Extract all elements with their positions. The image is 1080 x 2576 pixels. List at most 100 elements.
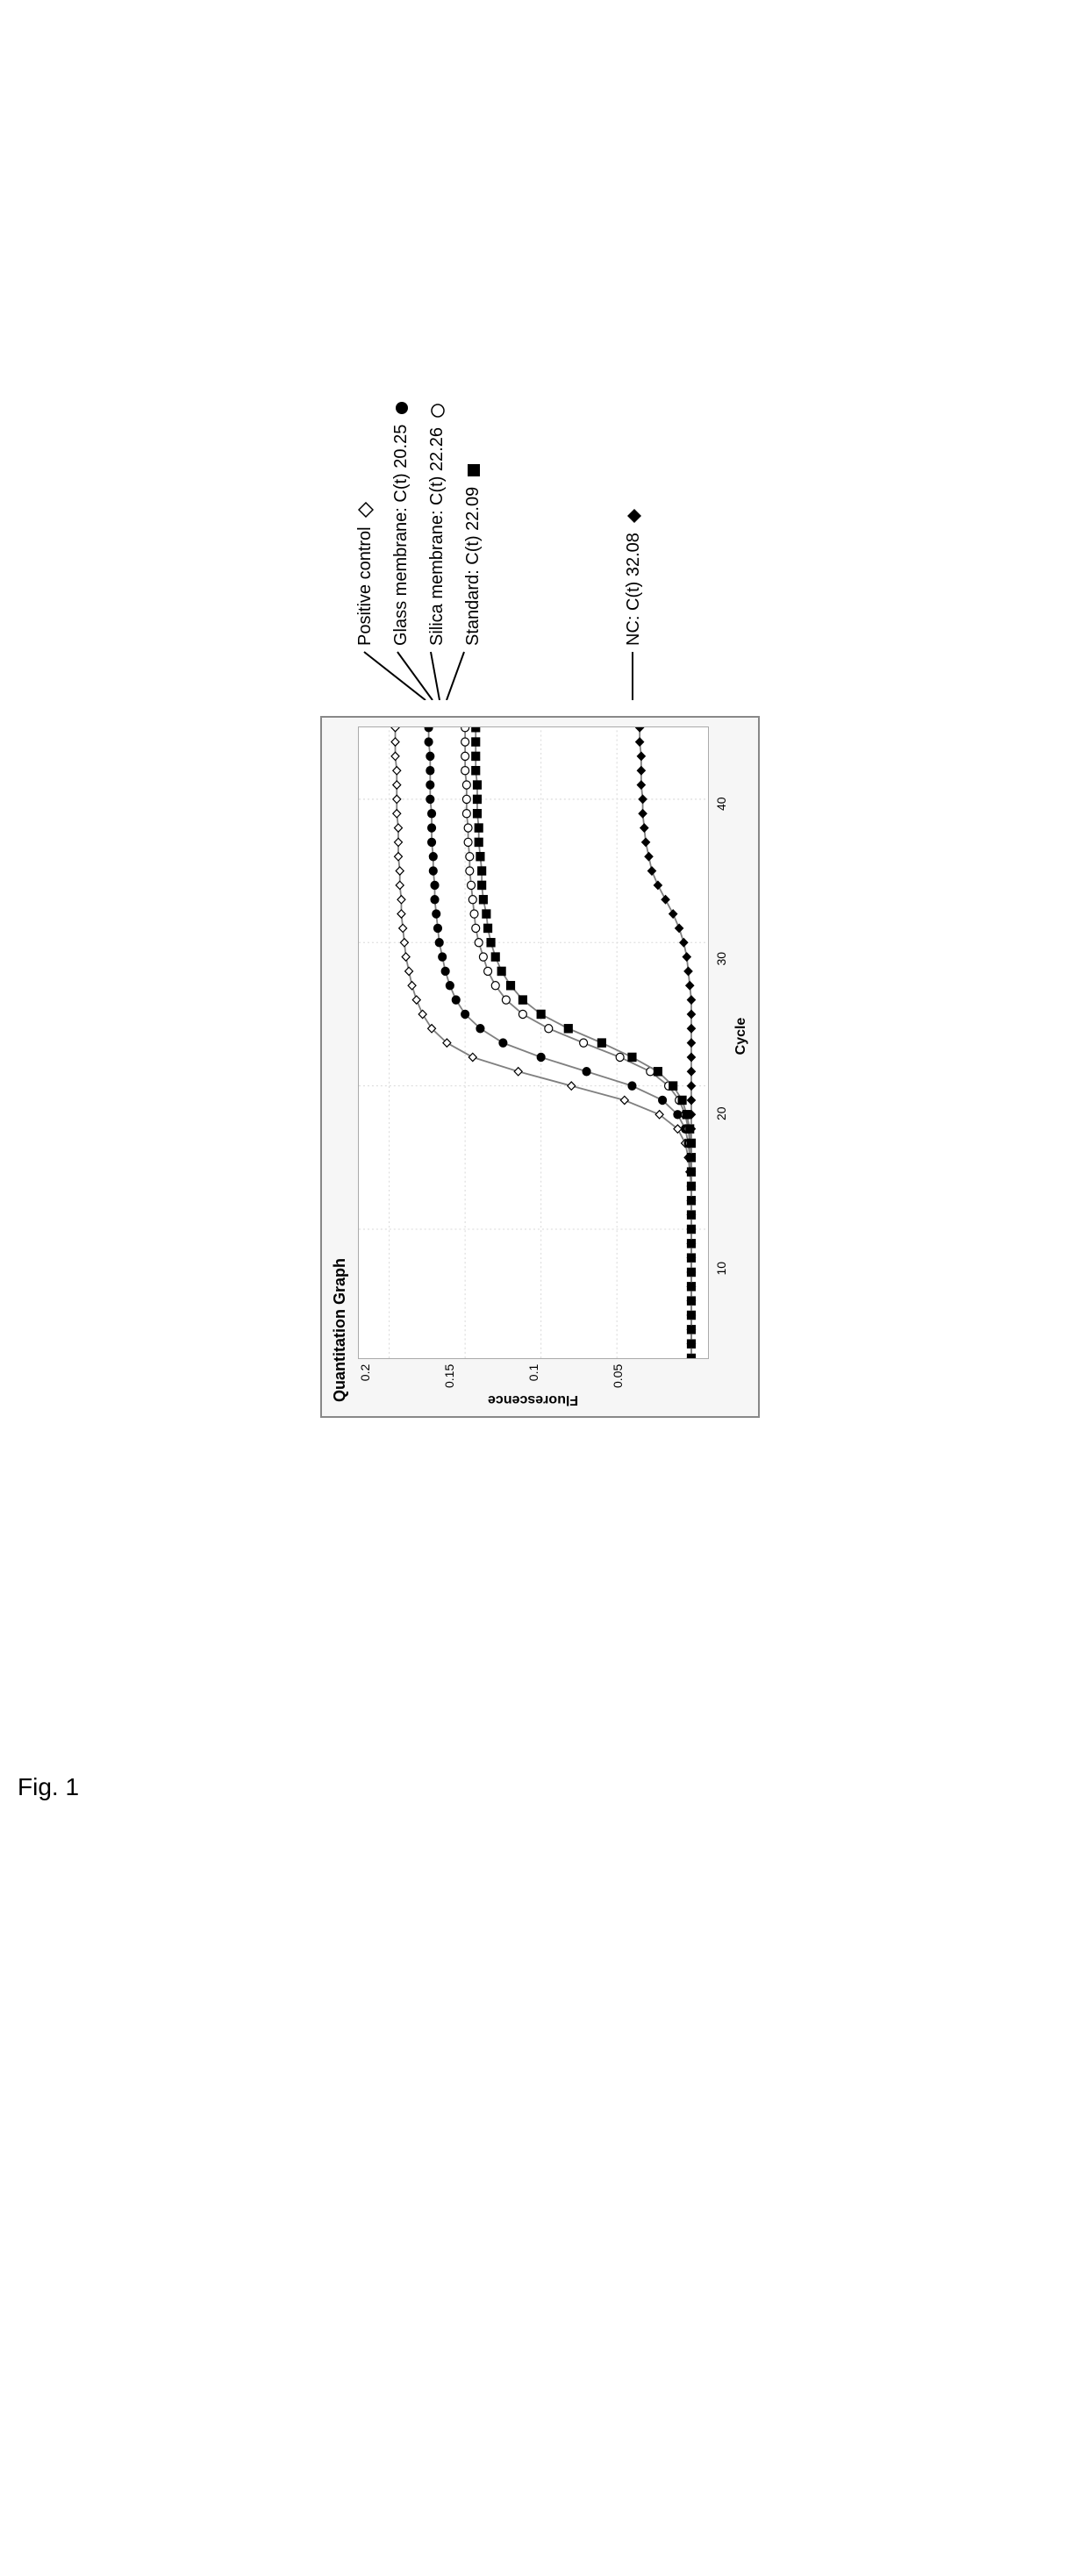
series-marker-glass_membrane <box>476 1024 484 1032</box>
series-marker-glass_membrane <box>429 867 437 875</box>
series-marker-nc <box>662 895 669 903</box>
series-marker-silica_membrane <box>519 1010 526 1018</box>
series-marker-silica_membrane <box>461 738 469 746</box>
x-tick-label: 20 <box>714 1036 728 1191</box>
series-marker-glass_membrane <box>441 967 449 975</box>
chart-panel: Quantitation Graph Fluorescence 0.20.150… <box>320 716 760 1418</box>
x-tick-label: 30 <box>714 882 728 1037</box>
series-marker-positive_control <box>418 1010 426 1018</box>
series-marker-glass_membrane <box>426 781 434 789</box>
plot-wrapper: Fluorescence 0.20.150.10.050 <box>358 726 709 1407</box>
series-marker-silica_membrane <box>461 752 469 760</box>
series-marker-positive_control <box>399 924 407 932</box>
series-marker-nc <box>687 1053 695 1061</box>
series-marker-standard <box>475 824 483 832</box>
series-marker-glass_membrane <box>439 953 447 961</box>
series-marker-glass_membrane <box>428 824 436 832</box>
series-marker-nc <box>639 809 647 817</box>
series-marker-silica_membrane <box>545 1024 553 1032</box>
series-marker-standard <box>487 938 495 946</box>
x-tick-label: 10 <box>714 1191 728 1347</box>
series-marker-nc <box>637 752 645 760</box>
series-marker-positive_control <box>397 910 405 918</box>
series-marker-silica_membrane <box>470 910 478 918</box>
series-marker-silica_membrane <box>464 824 472 832</box>
series-marker-positive_control <box>468 1053 476 1061</box>
series-marker-positive_control <box>402 953 410 961</box>
series-marker-nc <box>676 924 683 932</box>
series-marker-positive_control <box>393 795 401 803</box>
series-marker-positive_control <box>391 738 399 746</box>
series-marker-glass_membrane <box>435 938 443 946</box>
series-marker-nc <box>636 727 644 732</box>
series-marker-standard <box>475 838 483 846</box>
series-marker-standard <box>478 881 486 889</box>
series-marker-silica_membrane <box>479 953 487 961</box>
series-marker-nc <box>647 867 655 875</box>
series-marker-glass_membrane <box>425 727 433 732</box>
series-marker-silica_membrane <box>466 852 474 860</box>
legend-item-nc: NC: C(t) 32.08 <box>624 400 644 646</box>
series-marker-nc <box>687 1024 695 1032</box>
series-marker-positive_control <box>395 838 403 846</box>
series-marker-standard <box>473 795 481 803</box>
series-marker-silica_membrane <box>461 727 469 732</box>
series-marker-positive_control <box>400 938 408 946</box>
series-marker-standard <box>654 1067 662 1075</box>
series-marker-silica_membrane <box>466 867 474 875</box>
series-marker-nc <box>686 981 694 989</box>
legend-leader-line-nc <box>624 648 659 700</box>
series-marker-nc <box>642 838 650 846</box>
circle-open-icon <box>430 403 446 419</box>
series-marker-nc <box>683 953 690 961</box>
series-marker-glass_membrane <box>537 1053 545 1061</box>
series-marker-glass_membrane <box>426 766 434 774</box>
square-filled-icon <box>466 462 482 478</box>
series-line-nc <box>640 727 691 1358</box>
series-marker-silica_membrane <box>464 838 472 846</box>
series-marker-standard <box>472 752 480 760</box>
series-marker-glass_membrane <box>428 809 436 817</box>
series-marker-standard <box>478 867 486 875</box>
series-marker-silica_membrane <box>468 881 476 889</box>
series-marker-positive_control <box>396 881 404 889</box>
series-marker-glass_membrane <box>434 924 442 932</box>
series-marker-nc <box>637 781 645 789</box>
series-marker-positive_control <box>393 809 401 817</box>
legend-bottom-group: NC: C(t) 32.08 <box>624 400 644 698</box>
series-marker-positive_control <box>391 727 399 732</box>
figure-label: Fig. 1 <box>18 1773 1062 1801</box>
series-marker-nc <box>687 1010 695 1018</box>
series-marker-glass_membrane <box>426 795 434 803</box>
series-marker-standard <box>473 809 481 817</box>
legend-top-group: Positive control Glass membrane: C(t) 20… <box>355 400 483 698</box>
legend: Positive control Glass membrane: C(t) 20… <box>320 400 660 698</box>
series-marker-glass_membrane <box>431 895 439 903</box>
series-marker-positive_control <box>514 1067 522 1075</box>
series-marker-nc <box>654 881 662 889</box>
series-marker-glass_membrane <box>461 1010 469 1018</box>
series-marker-silica_membrane <box>462 795 470 803</box>
series-marker-silica_membrane <box>580 1039 588 1047</box>
series-marker-standard <box>537 1010 545 1018</box>
y-tick-label: 0.1 <box>526 1364 540 1381</box>
series-marker-positive_control <box>620 1096 628 1104</box>
series-marker-standard <box>497 967 505 975</box>
y-tick-label: 0.05 <box>611 1364 625 1388</box>
series-marker-positive_control <box>395 852 403 860</box>
series-marker-silica_membrane <box>484 967 492 975</box>
series-marker-silica_membrane <box>468 895 476 903</box>
series-marker-positive_control <box>408 981 416 989</box>
series-marker-standard <box>479 895 487 903</box>
series-marker-nc <box>687 1096 695 1104</box>
series-marker-glass_membrane <box>431 881 439 889</box>
series-marker-glass_membrane <box>499 1039 507 1047</box>
figure-wrapper: Quantitation Graph Fluorescence 0.20.150… <box>18 676 1062 1801</box>
chart-title: Quantitation Graph <box>331 726 349 1407</box>
series-marker-glass_membrane <box>628 1082 636 1090</box>
series-marker-glass_membrane <box>433 910 440 918</box>
series-marker-silica_membrane <box>475 938 483 946</box>
series-marker-standard <box>519 996 526 1004</box>
series-marker-glass_membrane <box>452 996 460 1004</box>
series-marker-nc <box>645 852 653 860</box>
